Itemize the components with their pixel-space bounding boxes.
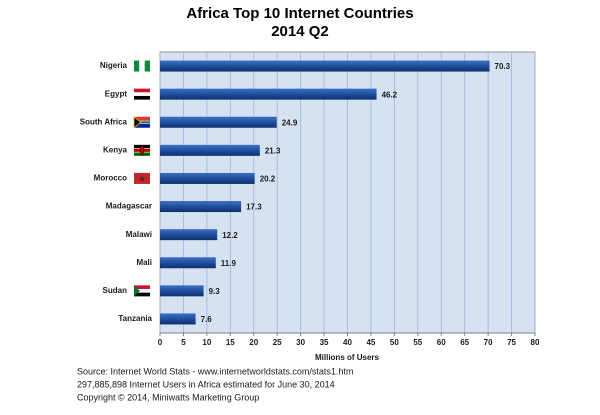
y-tick-label: Malawi	[126, 230, 152, 239]
flag-stripe	[134, 116, 150, 123]
y-tick-label: Morocco	[94, 174, 127, 183]
y-tick-label: Madagascar	[106, 202, 152, 211]
note: Source: Internet World Stats - www.inter…	[77, 366, 353, 376]
flag-icon	[133, 115, 150, 129]
x-tick-label: 20	[249, 338, 258, 347]
y-tick-label: Mali	[136, 258, 152, 267]
value-label: 12.2	[222, 231, 238, 240]
value-label: 9.3	[209, 287, 221, 296]
bar	[160, 172, 255, 184]
x-tick-label: 70	[484, 338, 493, 347]
flag-stripe	[134, 172, 150, 184]
value-label: 24.9	[282, 118, 298, 127]
flag-icon: ☆	[134, 172, 150, 184]
flag-icon	[134, 60, 150, 72]
flag-stripe	[139, 145, 145, 156]
x-tick-label: 50	[390, 338, 399, 347]
flag-stripe	[134, 88, 150, 93]
flag-icon	[134, 144, 150, 156]
value-label: 11.9	[221, 259, 237, 268]
bar	[160, 144, 260, 156]
flag-stripe	[134, 95, 150, 100]
value-label: 46.2	[382, 90, 398, 99]
flag-stripe: ☆	[139, 175, 146, 183]
bar	[160, 285, 204, 297]
bar	[160, 60, 490, 72]
chart-subtitle: 2014 Q2	[271, 23, 329, 40]
x-tick-label: 40	[343, 338, 352, 347]
bar	[160, 257, 216, 269]
value-label: 17.3	[246, 203, 262, 212]
x-tick-label: 45	[366, 338, 375, 347]
y-tick-label: Nigeria	[100, 61, 128, 70]
chart-title: Africa Top 10 Internet Countries	[186, 5, 413, 22]
x-tick-label: 35	[320, 338, 329, 347]
flag-stripe	[134, 92, 150, 96]
x-tick-label: 10	[202, 338, 211, 347]
bar	[160, 88, 377, 100]
y-tick-label: Sudan	[103, 286, 128, 295]
value-label: 7.6	[201, 315, 213, 324]
flag-stripe	[134, 60, 140, 72]
flag-icon	[134, 285, 150, 297]
value-label: 21.3	[265, 146, 281, 155]
x-tick-label: 15	[226, 338, 235, 347]
bar	[160, 229, 218, 241]
x-tick-label: 30	[296, 338, 305, 347]
value-label: 20.2	[260, 175, 276, 184]
note: Copyright © 2014, Miniwatts Marketing Gr…	[77, 392, 259, 402]
note: 297,885,898 Internet Users in Africa est…	[77, 379, 335, 389]
value-label: 70.3	[495, 62, 511, 71]
bar	[160, 201, 242, 213]
x-tick-label: 80	[531, 338, 540, 347]
flag-stripe	[134, 285, 150, 290]
flag-stripe	[134, 292, 150, 297]
flag-icon	[134, 88, 150, 100]
flag-stripe	[134, 285, 140, 297]
bar	[160, 116, 277, 128]
flag-stripe	[133, 115, 142, 129]
x-tick-label: 25	[273, 338, 282, 347]
y-tick-label: South Africa	[80, 117, 128, 126]
x-tick-label: 75	[507, 338, 516, 347]
x-tick-label: 55	[413, 338, 422, 347]
x-axis-label: Millions of Users	[315, 353, 380, 362]
bar	[160, 313, 196, 325]
y-tick-label: Egypt	[105, 89, 128, 98]
x-tick-label: 60	[437, 338, 446, 347]
flag-stripe	[134, 289, 150, 293]
x-tick-label: 5	[181, 338, 186, 347]
y-tick-label: Tanzania	[118, 314, 152, 323]
flag-stripe	[144, 60, 150, 72]
flag-stripe	[139, 60, 145, 72]
x-tick-label: 0	[158, 338, 163, 347]
flag-stripe	[134, 121, 150, 124]
y-tick-label: Kenya	[103, 145, 128, 154]
x-tick-label: 65	[460, 338, 469, 347]
flag-stripe	[134, 122, 150, 128]
